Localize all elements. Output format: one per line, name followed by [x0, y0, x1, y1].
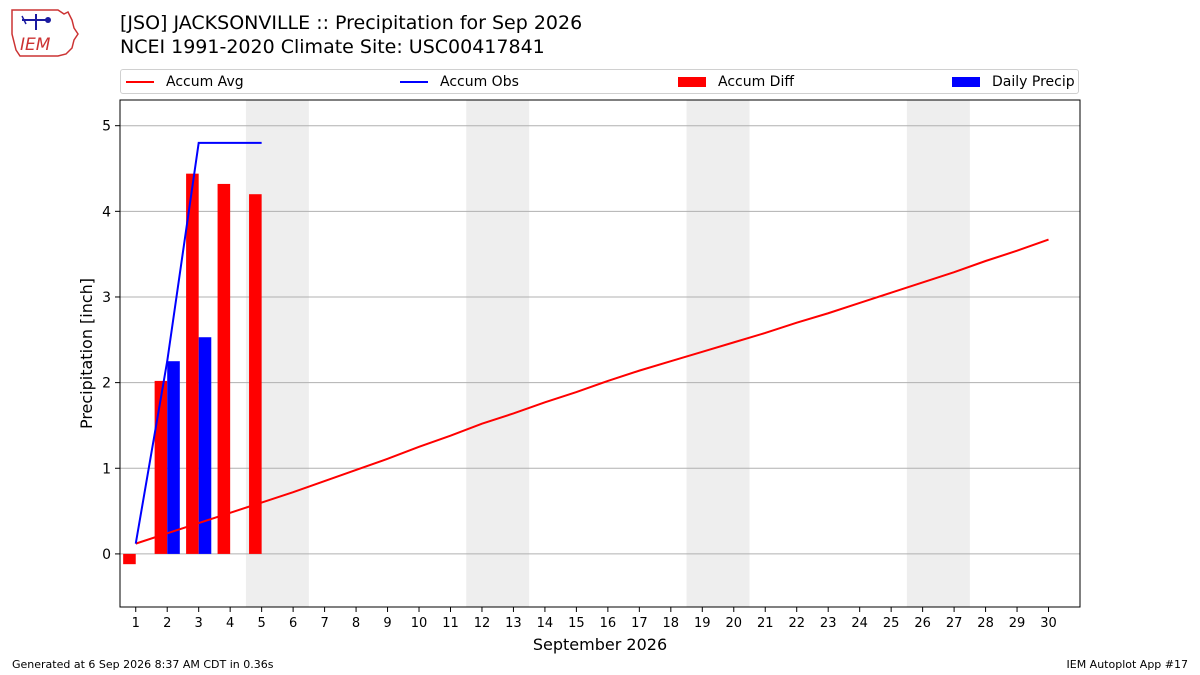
x-tick-label: 6 [289, 616, 297, 631]
legend-label-accum-diff: Accum Diff [718, 73, 795, 90]
x-tick-label: 4 [226, 616, 234, 631]
footer-app: IEM Autoplot App #17 [1066, 658, 1189, 671]
x-tick-label: 14 [537, 616, 554, 631]
legend-item-accum-diff: Accum Diff [678, 70, 794, 93]
x-tick-label: 16 [600, 616, 617, 631]
x-tick-label: 5 [257, 616, 265, 631]
legend-swatch-daily-precip [952, 76, 980, 87]
plot-frame [119, 99, 1081, 608]
x-tick-label: 15 [568, 616, 585, 631]
x-tick-label: 23 [820, 616, 837, 631]
legend-swatch-accum-avg [126, 80, 154, 83]
bar-daily-precip [167, 361, 180, 554]
x-tick-label: 20 [725, 616, 742, 631]
x-tick-label: 2 [163, 616, 171, 631]
x-tick-label: 22 [788, 616, 805, 631]
chart-title: [JSO] JACKSONVILLE :: Precipitation for … [120, 12, 583, 34]
legend-item-accum-obs: Accum Obs [400, 70, 519, 93]
bar-accum-diff [186, 173, 199, 554]
x-tick-label: 17 [631, 616, 648, 631]
y-tick-label: 5 [102, 119, 111, 135]
x-tick-label: 25 [883, 616, 900, 631]
x-tick-label: 27 [946, 616, 963, 631]
x-tick-label: 29 [1009, 616, 1026, 631]
svg-text:IEM: IEM [20, 35, 51, 55]
legend-swatch-accum-diff [678, 76, 706, 87]
x-tick-label: 1 [132, 616, 140, 631]
legend-item-accum-avg: Accum Avg [126, 70, 244, 93]
iem-logo: IEM [11, 9, 79, 57]
bar-accum-diff [217, 183, 231, 554]
x-tick-label: 28 [977, 616, 994, 631]
chart-subtitle: NCEI 1991-2020 Climate Site: USC00417841 [120, 36, 545, 58]
legend: Accum Avg Accum Obs Accum Diff Daily Pre… [120, 69, 1079, 94]
y-tick-label: 4 [102, 204, 111, 220]
y-tick-label: 0 [102, 547, 111, 563]
weekend-band [466, 100, 530, 607]
weekend-band [906, 100, 970, 607]
x-tick-label: 7 [320, 616, 328, 631]
x-tick-label: 3 [195, 616, 203, 631]
legend-label-daily-precip: Daily Precip [992, 73, 1075, 90]
footer-generated: Generated at 6 Sep 2026 8:37 AM CDT in 0… [12, 658, 274, 671]
x-tick-label: 26 [914, 616, 931, 631]
x-tick-label: 30 [1040, 616, 1057, 631]
x-tick-label: 8 [352, 616, 360, 631]
bar-accum-diff [249, 194, 262, 554]
legend-item-daily-precip: Daily Precip [952, 70, 1075, 93]
y-tick-label: 3 [102, 290, 111, 306]
line-accum-avg [135, 238, 1049, 545]
legend-swatch-accum-obs [400, 80, 428, 83]
y-tick-label: 2 [102, 376, 111, 392]
x-axis-label: September 2026 [533, 635, 667, 654]
y-axis-label: Precipitation [inch] [77, 278, 96, 429]
x-tick-label: 11 [442, 616, 459, 631]
x-tick-label: 13 [505, 616, 522, 631]
legend-label-accum-avg: Accum Avg [166, 73, 244, 90]
x-tick-label: 19 [694, 616, 711, 631]
x-tick-label: 10 [411, 616, 428, 631]
y-tick-label: 1 [102, 461, 111, 477]
x-tick-label: 18 [663, 616, 680, 631]
bar-daily-precip [198, 337, 212, 554]
legend-label-accum-obs: Accum Obs [440, 73, 519, 90]
bar-accum-diff [123, 553, 136, 565]
line-accum-obs [134, 141, 262, 544]
x-tick-label: 9 [383, 616, 391, 631]
bar-accum-diff [154, 380, 168, 554]
x-tick-label: 21 [757, 616, 774, 631]
x-tick-label: 24 [851, 616, 868, 631]
x-tick-label: 12 [474, 616, 491, 631]
